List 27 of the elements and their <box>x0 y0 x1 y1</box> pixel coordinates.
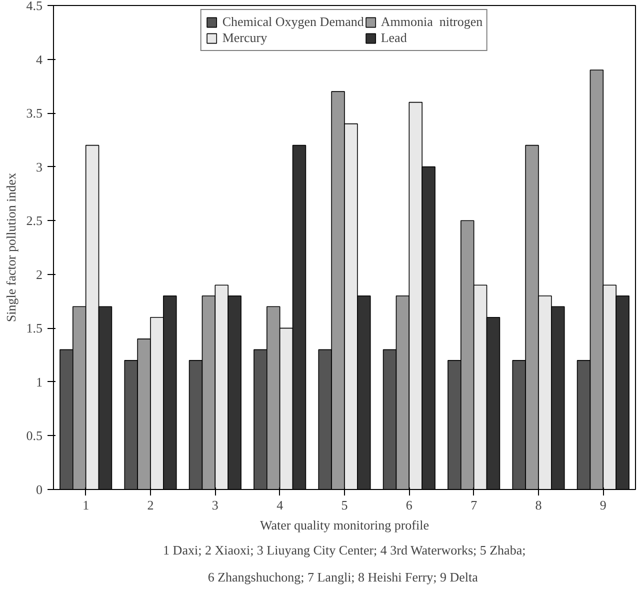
y-axis-title: Single factor pollution index <box>3 172 18 322</box>
y-tick-label: 3.5 <box>26 106 42 121</box>
y-tick-label: 1.5 <box>26 320 42 336</box>
x-tick-label: 6 <box>406 498 413 512</box>
y-tick-label: 4.5 <box>26 0 42 13</box>
x-tick-label: 5 <box>341 498 348 512</box>
x-tick-label: 4 <box>276 498 284 512</box>
x-axis-title: Water quality monitoring profile <box>260 518 430 532</box>
y-tick-label: 0 <box>36 482 42 497</box>
y-tick-label: 2 <box>36 266 42 282</box>
legend-label: Chemical Oxygen Demand <box>222 14 364 30</box>
x-tick-label: 7 <box>470 498 478 512</box>
y-tick-label: 2.5 <box>26 213 42 228</box>
y-tick-label: 0.5 <box>26 428 42 444</box>
x-tick-label: 9 <box>600 498 606 512</box>
y-tick-label: 1 <box>36 374 42 390</box>
text: 6 Zhangshuchong; 7 Langli; 8 Heishi Ferry; 9 Delta <box>208 570 478 584</box>
x-tick-label: 8 <box>535 498 542 512</box>
y-tick-label: 4 <box>36 52 43 67</box>
legend-label: Mercury <box>222 30 268 46</box>
legend-label: Ammonia nitrogen <box>380 14 483 30</box>
y-tick-label: 3 <box>36 159 42 174</box>
legend-label: Lead <box>380 30 407 46</box>
text: 1 Daxi; 2 Xiaoxi; 3 Liuyang City Center; 4 3rd Waterworks; 5 Zhaba; <box>163 542 526 558</box>
x-tick-label: 3 <box>212 498 218 512</box>
x-tick-label: 2 <box>147 498 154 512</box>
x-tick-label: 1 <box>82 498 90 512</box>
